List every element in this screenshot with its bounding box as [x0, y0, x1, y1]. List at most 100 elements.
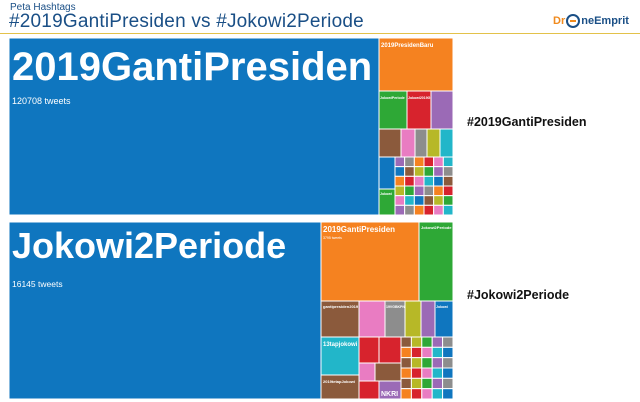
treemap2-small-cell — [421, 357, 433, 369]
treemap1-small-cell — [423, 175, 435, 187]
treemap1-small-cell — [413, 204, 425, 216]
treemap1-small-cell — [433, 204, 444, 216]
treemap2-cell-purple — [420, 300, 436, 338]
treemap1-small-cell — [442, 185, 454, 197]
treemap2-small-cell — [400, 377, 412, 390]
treemap1-main-label: 2019GantiPresiden — [12, 45, 372, 89]
treemap2-small-cell — [442, 388, 454, 400]
treemap2-small-cell — [431, 346, 444, 359]
treemap1-small-cell — [433, 195, 444, 206]
treemap2-cell-red3 — [358, 380, 380, 400]
treemap1-small-cell — [394, 166, 406, 177]
treemap1-small-cell — [404, 166, 415, 177]
treemap1-small-cell — [413, 166, 425, 177]
treemap1-small-cell — [423, 166, 435, 177]
treemap1-small-cell — [442, 204, 454, 216]
treemap1-small-cell — [394, 195, 406, 206]
treemap2-small-cell — [442, 367, 454, 379]
treemap1-cell-cyan — [439, 128, 454, 158]
treemap2-cell-label: 2019GantiPresiden — [323, 225, 395, 234]
treemap1-small-cell — [433, 166, 444, 177]
treemap2-small-cell — [400, 346, 412, 359]
treemap2-small-cell — [400, 388, 412, 400]
treemap2-cell-olive — [404, 300, 422, 338]
treemap2-cell-label: 19VGBKPN — [386, 305, 405, 309]
drone-icon — [566, 14, 581, 28]
treemap1-small-cell — [442, 156, 454, 168]
treemap2-small-cell — [400, 357, 412, 369]
treemap2-small-cell — [442, 336, 454, 348]
treemap2-cell-note: 3795 tweets — [323, 236, 342, 240]
treemap2-cell-brown — [320, 300, 360, 338]
treemap2-cell-red2 — [378, 336, 402, 364]
treemap2-small-cell — [410, 336, 423, 348]
treemap1-cell-red — [406, 90, 432, 130]
treemap1-cell-label: 2019PresidenBaru — [381, 43, 434, 49]
treemap1-cell-orange — [378, 37, 454, 92]
treemap2-cell-label: Jokowi2Periode — [421, 225, 452, 230]
treemap2-small-cell — [410, 367, 423, 379]
treemap1-small-cell — [404, 204, 415, 216]
treemap1-small-cell — [442, 175, 454, 187]
treemap2-small-cell — [431, 388, 444, 400]
page-title: #2019GantiPresiden vs #Jokowi2Periode — [9, 11, 364, 32]
treemap2-small-cell — [421, 367, 433, 379]
treemap2-cell-green — [418, 221, 454, 302]
treemap1-small-cell — [413, 195, 425, 206]
treemap1-small-cell — [423, 204, 435, 216]
treemap1-small-cell — [394, 175, 406, 187]
treemap2-small-cell — [442, 346, 454, 359]
treemap2-cell-label: Jokowi — [436, 305, 448, 309]
treemap2-cell-brown2 — [320, 374, 360, 400]
treemap1-small-cell — [423, 195, 435, 206]
treemap2-small-cell — [400, 336, 412, 348]
treemap1-small-cell — [413, 175, 425, 187]
treemap2-small-cell — [421, 346, 433, 359]
treemap2-small-cell — [431, 357, 444, 369]
treemap1-cell-gray — [414, 128, 428, 158]
treemap2-small-cell — [421, 336, 433, 348]
treemap1-cell-pink — [400, 128, 416, 158]
treemap1-small-cell — [413, 185, 425, 197]
treemap1-small-cell — [433, 185, 444, 197]
treemap2-small-cell — [421, 388, 433, 400]
treemap1-cell-purple — [430, 90, 454, 130]
treemap1-cell-label: Jokowi — [380, 192, 392, 196]
treemap1-cell-label: Jokowi2019GP — [408, 96, 433, 100]
treemap1-cell-olive — [426, 128, 441, 158]
treemap1-main-value: 120708 tweets — [12, 96, 71, 106]
header-divider — [0, 33, 640, 34]
treemap2-small-cell — [431, 367, 444, 379]
treemap1-small-cell — [404, 156, 415, 168]
header-subtitle: Peta Hashtags — [10, 2, 76, 13]
treemap2-small-cell — [400, 367, 412, 379]
treemap1-small-cell — [394, 156, 406, 168]
treemap1-main-cell — [8, 37, 380, 216]
treemap2-small-cell — [410, 357, 423, 369]
treemap1-small-cell — [433, 175, 444, 187]
treemap2-small-cell — [410, 388, 423, 400]
treemap1-small-cell — [394, 204, 406, 216]
treemap2-small-cell — [431, 377, 444, 390]
treemap1-small-cell — [404, 195, 415, 206]
treemap2-small-cell — [410, 346, 423, 359]
side-label-jokowi2periode: #Jokowi2Periode — [467, 288, 570, 302]
treemap1-small-cell — [404, 185, 415, 197]
treemap2-small-cell — [421, 377, 433, 390]
treemap2-main-label: Jokowi2Periode — [12, 225, 286, 266]
treemap2-cell-label: gantipresiden2019 — [323, 304, 359, 309]
treemap2-cell-pink — [358, 300, 386, 338]
treemap2-cell-red — [358, 336, 380, 364]
treemap2-cell-label: 13tapjokowi — [323, 342, 358, 348]
treemap2-small-cell — [410, 377, 423, 390]
treemap1-small-cell — [423, 185, 435, 197]
treemap1-cell-label: JokowiPeriode — [380, 96, 405, 100]
logo-text-left: Dr — [553, 15, 566, 27]
treemap2-small-cell — [442, 377, 454, 390]
treemap1-small-cell — [423, 156, 435, 168]
treemap1-small-cell — [404, 175, 415, 187]
treemap1-small-cell — [442, 166, 454, 177]
treemap2-main-cell — [8, 221, 322, 400]
treemap2-small-cell — [431, 336, 444, 348]
